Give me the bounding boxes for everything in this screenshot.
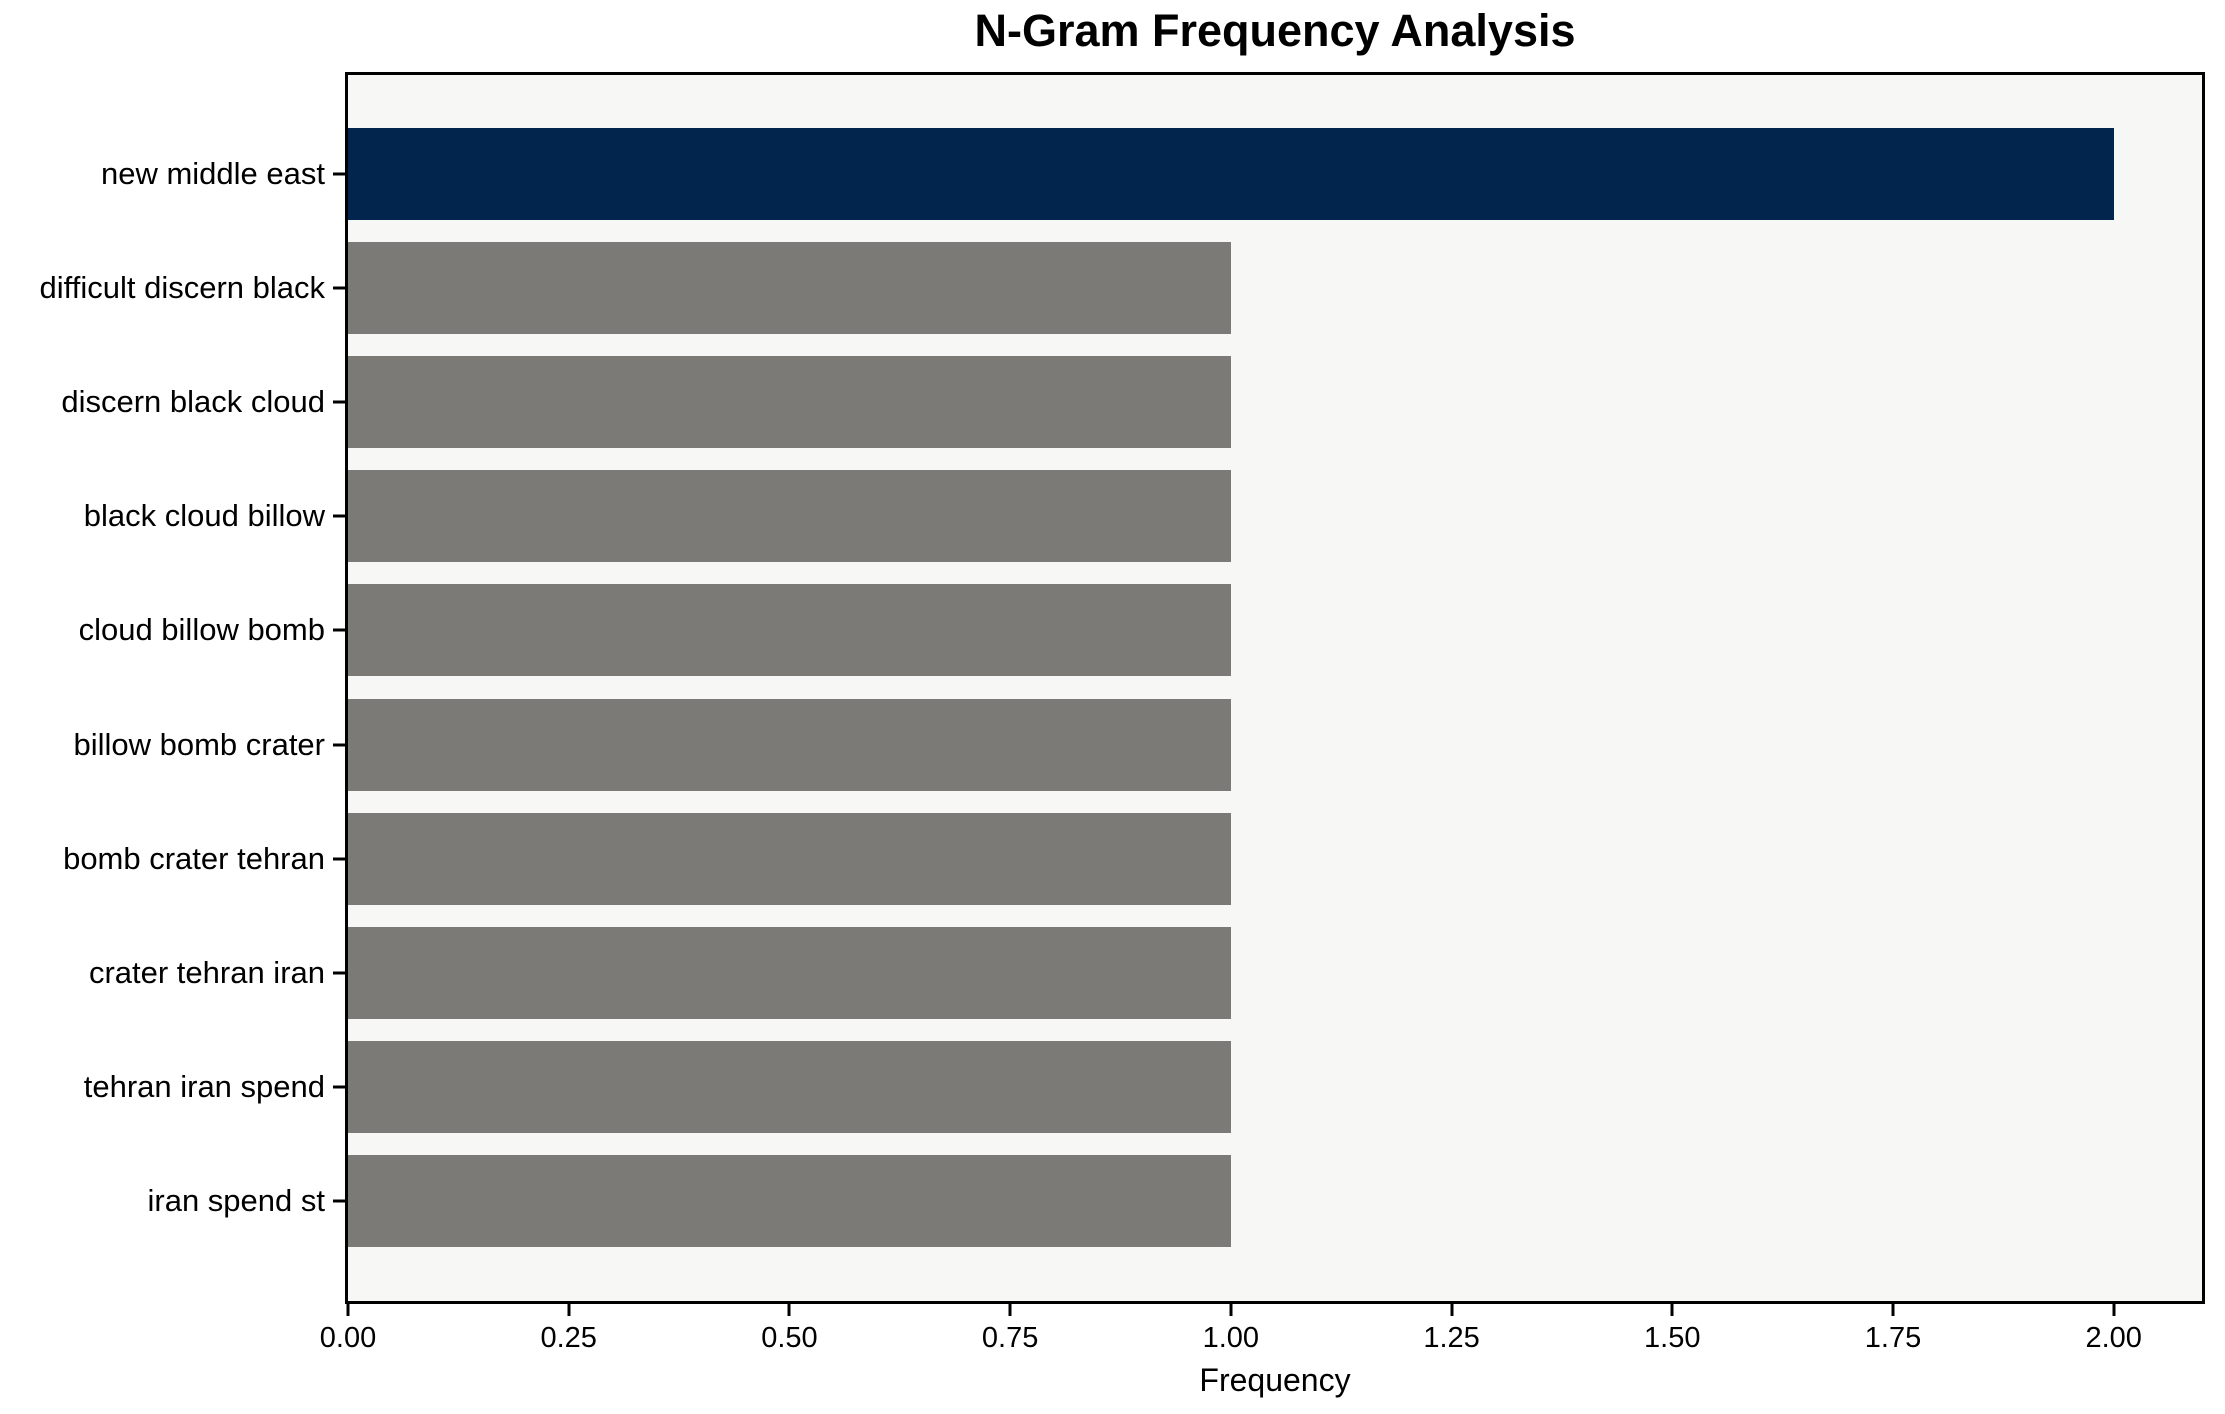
x-tick-mark bbox=[346, 1304, 350, 1316]
bar-black-cloud-billow bbox=[348, 470, 1231, 563]
x-tick-mark bbox=[1450, 1304, 1454, 1316]
y-tick-label: discern black cloud bbox=[61, 384, 325, 420]
x-tick-mark bbox=[567, 1304, 571, 1316]
x-tick-mark bbox=[787, 1304, 791, 1316]
y-tick-label: cloud billow bomb bbox=[78, 612, 325, 648]
x-tick-label: 1.25 bbox=[1423, 1322, 1480, 1354]
y-tick-label: difficult discern black bbox=[39, 270, 325, 306]
plot-area bbox=[345, 72, 2205, 1304]
x-tick-mark bbox=[2112, 1304, 2116, 1316]
x-tick-label: 2.00 bbox=[2085, 1322, 2142, 1354]
x-tick-mark bbox=[1229, 1304, 1233, 1316]
bar-tehran-iran-spend bbox=[348, 1040, 1231, 1133]
y-tick-mark bbox=[333, 971, 345, 975]
y-tick-label: new middle east bbox=[100, 156, 325, 191]
y-tick-label: iran spend st bbox=[147, 1182, 326, 1218]
chart-title: N-Gram Frequency Analysis bbox=[974, 5, 1576, 56]
y-tick-label: tehran iran spend bbox=[83, 1068, 325, 1104]
x-tick-mark bbox=[1891, 1304, 1895, 1316]
y-tick-mark bbox=[333, 172, 345, 176]
y-tick-mark bbox=[333, 743, 345, 747]
y-tick-label: black cloud billow bbox=[83, 498, 325, 534]
x-axis-label: Frequency bbox=[1199, 1362, 1351, 1398]
bar-cloud-billow-bomb bbox=[348, 584, 1231, 677]
y-tick-mark bbox=[333, 857, 345, 861]
bar-billow-bomb-crater bbox=[348, 698, 1231, 791]
y-tick-label: crater tehran iran bbox=[88, 954, 325, 990]
y-tick-mark bbox=[333, 400, 345, 404]
bar-discern-black-cloud bbox=[348, 356, 1231, 449]
bar-difficult-discern-black bbox=[348, 242, 1231, 335]
x-tick-mark bbox=[1008, 1304, 1012, 1316]
x-tick-label: 1.00 bbox=[1202, 1322, 1260, 1354]
x-tick-label: 0.25 bbox=[540, 1322, 597, 1354]
x-tick-label: 0.75 bbox=[981, 1322, 1039, 1354]
y-tick-label: bomb crater tehran bbox=[63, 840, 325, 876]
x-tick-label: 0.50 bbox=[761, 1322, 818, 1354]
y-tick-mark bbox=[333, 514, 345, 518]
x-tick-mark bbox=[1670, 1304, 1674, 1316]
x-tick-label: 1.50 bbox=[1644, 1322, 1701, 1354]
y-tick-mark bbox=[333, 286, 345, 290]
x-tick-label: 0.00 bbox=[319, 1322, 377, 1354]
x-tick-label: 1.75 bbox=[1864, 1322, 1922, 1354]
y-tick-mark bbox=[333, 1199, 345, 1203]
y-tick-label: billow bomb crater bbox=[73, 726, 325, 762]
bar-iran-spend-st bbox=[348, 1154, 1231, 1247]
bar-bomb-crater-tehran bbox=[348, 812, 1231, 905]
y-tick-mark bbox=[333, 1085, 345, 1089]
bar-crater-tehran-iran bbox=[348, 926, 1231, 1019]
bar-new-middle-east bbox=[348, 128, 2114, 220]
y-tick-mark bbox=[333, 628, 345, 632]
